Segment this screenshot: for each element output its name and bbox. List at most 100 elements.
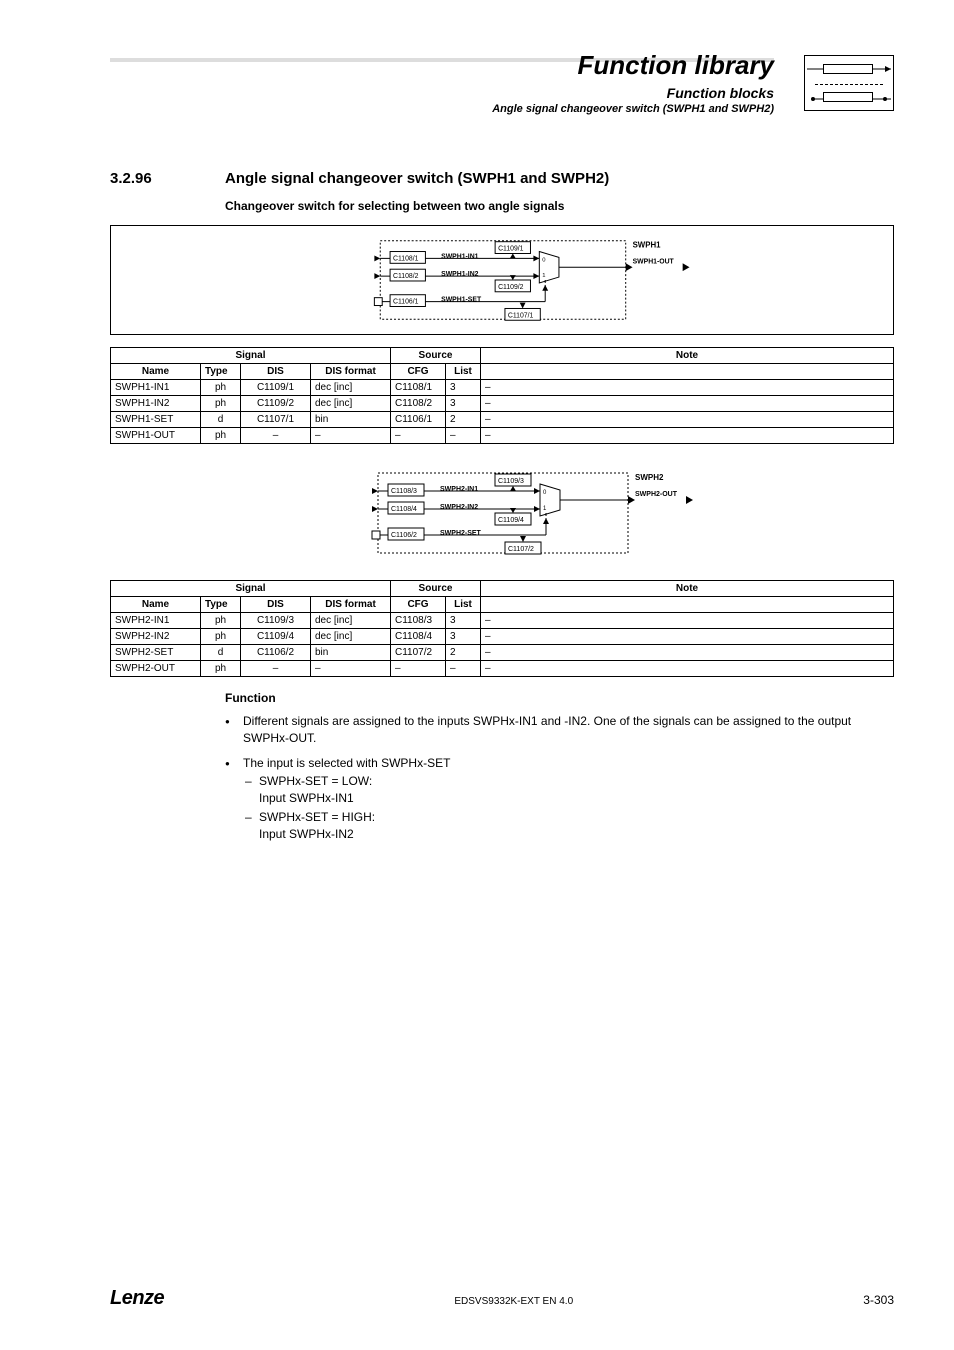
svg-text:C1108/2: C1108/2 [393,273,419,280]
svg-text:C1109/2: C1109/2 [498,284,524,291]
table-row: SWPH1-SETdC1107/1binC1106/12– [111,412,894,428]
page-header: Function library Function blocks Angle s… [492,50,774,115]
page-footer: Lenze EDSVS9332K-EXT EN 4.0 3-303 [110,1287,894,1310]
svg-text:SWPH2-OUT: SWPH2-OUT [635,491,678,498]
th-fmt: DIS format [311,364,391,380]
cell-cfg: C1106/1 [391,412,446,428]
svg-text:SWPH2: SWPH2 [635,473,664,482]
cell-fmt: – [311,661,391,677]
content-area: 3.2.96 Angle signal changeover switch (S… [110,170,894,851]
cell-dis: C1109/2 [241,396,311,412]
cell-note: – [481,412,894,428]
cell-name: SWPH2-SET [111,645,201,661]
table-row: SWPH2-SETdC1106/2binC1107/22– [111,645,894,661]
header-desc: Angle signal changeover switch (SWPH1 an… [492,103,774,115]
cell-fmt: dec [inc] [311,396,391,412]
cell-name: SWPH1-SET [111,412,201,428]
signal-table-swph1: Signal Source Note Name Type DIS DIS for… [110,347,894,444]
th-name: Name [111,597,201,613]
cell-list: 3 [446,613,481,629]
table-row: SWPH2-OUTph––––– [111,661,894,677]
svg-text:C1107/2: C1107/2 [508,546,534,553]
cell-type: ph [201,428,241,444]
cell-type: ph [201,661,241,677]
cell-note: – [481,613,894,629]
cell-fmt: dec [inc] [311,629,391,645]
th-list: List [446,364,481,380]
th-dis: DIS [241,597,311,613]
th-cfg: CFG [391,364,446,380]
cell-note: – [481,428,894,444]
cell-list: 3 [446,380,481,396]
diagram-swph2: SWPH2 C1108/3 SWPH2-IN1 C1109/3 C1108/4 … [110,458,894,568]
cell-list: – [446,428,481,444]
cell-cfg: C1108/4 [391,629,446,645]
cell-dis: C1109/3 [241,613,311,629]
svg-text:C1107/1: C1107/1 [508,312,534,319]
cell-name: SWPH1-IN1 [111,380,201,396]
th-source: Source [391,348,481,364]
cell-name: SWPH1-IN2 [111,396,201,412]
function-sub-bullet: SWPHx-SET = HIGH: Input SWPHx-IN2 [245,809,894,843]
section-title: Angle signal changeover switch (SWPH1 an… [225,170,609,187]
cell-name: SWPH1-OUT [111,428,201,444]
cell-type: ph [201,396,241,412]
svg-text:C1109/3: C1109/3 [498,478,524,485]
header-title: Function library [492,50,774,81]
cell-note: – [481,629,894,645]
svg-text:SWPH2-IN1: SWPH2-IN1 [440,486,478,493]
cell-cfg: C1108/2 [391,396,446,412]
cell-dis: C1109/1 [241,380,311,396]
cell-note: – [481,380,894,396]
th-note: Note [481,348,894,364]
function-heading: Function [225,691,894,705]
table-row: SWPH1-OUTph––––– [111,428,894,444]
svg-text:C1109/1: C1109/1 [498,246,524,253]
cell-dis: C1107/1 [241,412,311,428]
table-row: SWPH1-IN1phC1109/1dec [inc]C1108/13– [111,380,894,396]
cell-type: ph [201,380,241,396]
th-list: List [446,597,481,613]
cell-type: d [201,412,241,428]
cell-dis: C1106/2 [241,645,311,661]
cell-cfg: – [391,661,446,677]
cell-name: SWPH2-IN1 [111,613,201,629]
cell-note: – [481,396,894,412]
svg-text:1: 1 [542,273,545,279]
svg-text:SWPH1: SWPH1 [633,241,662,250]
svg-text:C1108/1: C1108/1 [393,255,419,262]
cell-fmt: – [311,428,391,444]
svg-text:SWPH2-IN2: SWPH2-IN2 [440,504,478,511]
table-row: SWPH2-IN2phC1109/4dec [inc]C1108/43– [111,629,894,645]
header-subtitle: Function blocks [492,85,774,101]
function-bullet: Different signals are assigned to the in… [225,713,894,747]
cell-cfg: C1108/1 [391,380,446,396]
th-fmt: DIS format [311,597,391,613]
signal-table-swph2: Signal Source Note Name Type DIS DIS for… [110,580,894,677]
svg-text:C1106/1: C1106/1 [393,299,419,306]
svg-text:C1108/4: C1108/4 [391,506,417,513]
svg-text:SWPH2-SET: SWPH2-SET [440,530,482,537]
cell-list: 2 [446,412,481,428]
th-dis: DIS [241,364,311,380]
footer-docid: EDSVS9332K-EXT EN 4.0 [454,1296,573,1307]
cell-list: 3 [446,396,481,412]
th-signal: Signal [111,581,391,597]
cell-dis: – [241,428,311,444]
th-note: Note [481,581,894,597]
cell-fmt: bin [311,645,391,661]
footer-logo: Lenze [110,1287,164,1310]
svg-text:SWPH1-IN2: SWPH1-IN2 [441,271,479,278]
table-row: SWPH1-IN2phC1109/2dec [inc]C1108/23– [111,396,894,412]
th-type: Type [201,364,241,380]
footer-page: 3-303 [863,1293,894,1307]
cell-cfg: – [391,428,446,444]
cell-dis: – [241,661,311,677]
block-icon [804,55,894,111]
function-bullet: The input is selected with SWPHx-SETSWPH… [225,755,894,843]
svg-text:SWPH1-IN1: SWPH1-IN1 [441,253,479,260]
th-name: Name [111,364,201,380]
cell-fmt: bin [311,412,391,428]
cell-list: 2 [446,645,481,661]
th-signal: Signal [111,348,391,364]
